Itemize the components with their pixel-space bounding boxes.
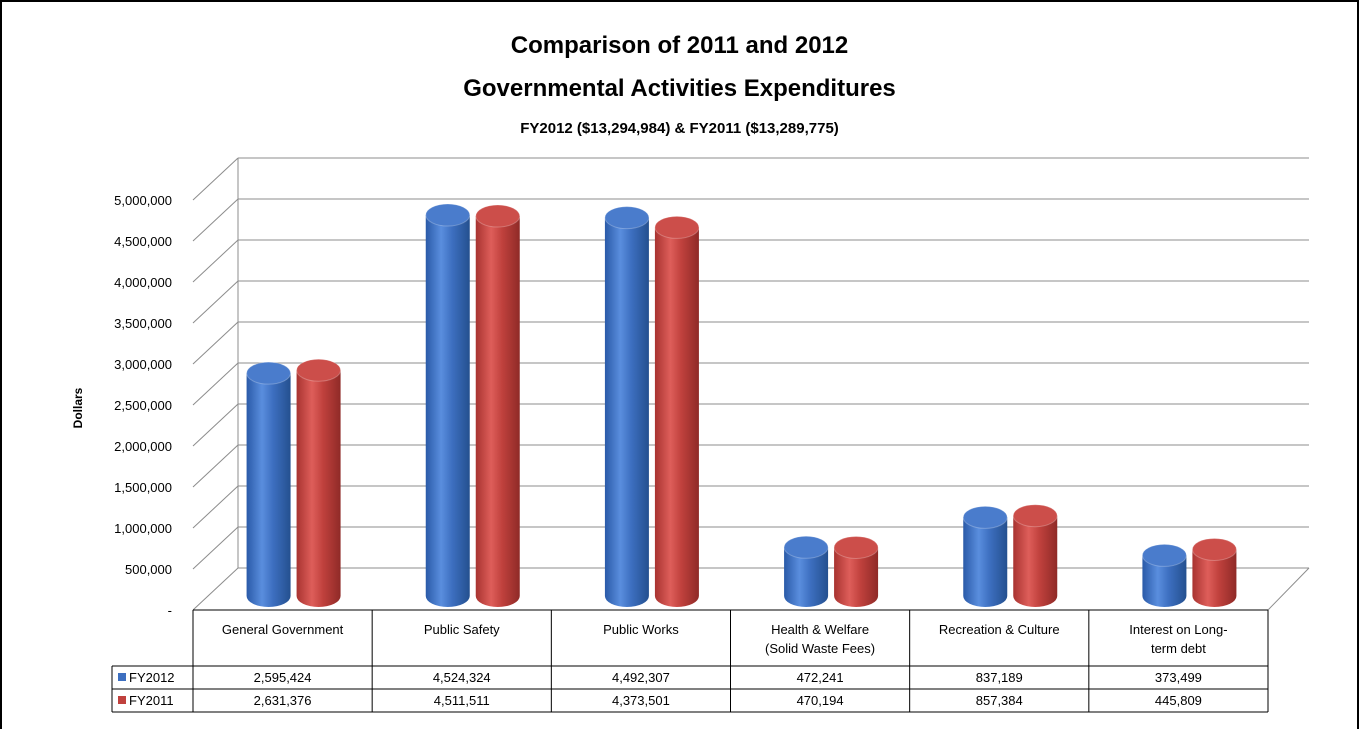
bar-fy2012 [1141, 543, 1187, 607]
side-gridline [192, 321, 239, 365]
bar-body [246, 373, 291, 607]
bar-top [246, 361, 292, 385]
data-label: 470,194 [797, 693, 844, 708]
data-label: 4,511,511 [434, 693, 490, 708]
data-label: 4,524,324 [433, 670, 491, 685]
bar-body [963, 517, 1008, 607]
side-gridline [192, 280, 239, 324]
y-tick-label: 2,000,000 [114, 439, 172, 454]
data-label: 373,499 [1155, 670, 1202, 685]
bar-body [475, 216, 520, 607]
floor-right-edge [1267, 567, 1310, 611]
bar-fy2011 [296, 358, 342, 607]
chart-subtitle: FY2012 ($13,294,984) & FY2011 ($13,289,7… [520, 120, 839, 137]
bars-layer [246, 203, 1237, 607]
legend-swatch [118, 673, 126, 681]
side-gridline [192, 485, 239, 529]
grid-layer [192, 157, 1310, 611]
bar-body [604, 217, 649, 607]
side-gridline [192, 157, 239, 201]
bar-body [784, 547, 829, 607]
bar-top [1012, 504, 1058, 528]
category-label: Interest on Long- [1129, 622, 1227, 637]
bar-fy2011 [654, 215, 700, 607]
side-gridline [192, 403, 239, 447]
bar-fy2012 [783, 535, 829, 607]
y-tick-label: 1,000,000 [114, 521, 172, 536]
category-label: Public Works [603, 622, 679, 637]
y-tick-label: - [168, 603, 172, 618]
bar-fy2011 [1012, 504, 1058, 607]
bar-fy2012 [425, 203, 471, 607]
side-gridline [192, 444, 239, 488]
legend-label: FY2011 [129, 693, 174, 708]
bar-top [783, 535, 829, 559]
legend-swatch [118, 696, 126, 704]
bar-fy2011 [475, 204, 521, 607]
data-label: 837,189 [976, 670, 1023, 685]
bar-fy2012 [246, 361, 292, 607]
y-tick-label: 1,500,000 [114, 480, 172, 495]
y-tick-label: 4,000,000 [114, 275, 172, 290]
data-label: 2,595,424 [254, 670, 312, 685]
y-tick-label: 5,000,000 [114, 193, 172, 208]
bar-fy2012 [604, 206, 650, 607]
bar-top [1141, 543, 1187, 567]
bar-body [1142, 555, 1187, 607]
y-tick-label: 4,500,000 [114, 234, 172, 249]
category-label: term debt [1151, 641, 1206, 656]
bar-top [1191, 537, 1237, 561]
bar-body [1013, 515, 1058, 607]
chart-title: Comparison of 2011 and 2012 [510, 32, 849, 59]
data-label: 4,373,501 [612, 693, 670, 708]
data-label: 472,241 [797, 670, 844, 685]
y-tick-label: 2,500,000 [114, 398, 172, 413]
bar-top [425, 203, 471, 227]
data-label: 2,631,376 [254, 693, 312, 708]
bar-top [296, 358, 342, 382]
bar-fy2012 [962, 505, 1008, 607]
data-label: 4,492,307 [612, 670, 670, 685]
bar-body [654, 227, 699, 607]
bar-top [962, 505, 1008, 529]
category-label: General Government [222, 622, 344, 637]
y-axis: - 500,000 1,000,000 1,500,000 2,000,000 2,500… [114, 193, 172, 618]
bar-fy2011 [833, 535, 879, 607]
y-axis-label: Dollars [71, 387, 85, 428]
bar-body [425, 215, 470, 607]
bar-fy2011 [1191, 537, 1237, 607]
bar-body [1192, 549, 1237, 607]
category-label: Public Safety [424, 622, 500, 637]
side-gridline [192, 198, 239, 242]
category-label: (Solid Waste Fees) [765, 641, 875, 656]
data-label: 445,809 [1155, 693, 1202, 708]
bar-top [833, 535, 879, 559]
chart-title-line2: Governmental Activities Expenditures [463, 75, 896, 102]
bar-body [296, 370, 341, 607]
bar-top [475, 204, 521, 228]
bar-top [654, 215, 700, 239]
bar-body [834, 547, 879, 607]
legend-label: FY2012 [129, 670, 175, 685]
side-gridline [192, 526, 239, 570]
category-label: Recreation & Culture [939, 622, 1060, 637]
category-label: Health & Welfare [771, 622, 869, 637]
y-tick-label: 500,000 [125, 562, 172, 577]
side-gridline [192, 362, 239, 406]
y-tick-label: 3,500,000 [114, 316, 172, 331]
data-table: General Government Public Safety Public Wo… [111, 609, 1269, 713]
side-gridline [192, 567, 239, 611]
y-tick-label: 3,000,000 [114, 357, 172, 372]
bar-top [604, 206, 650, 230]
side-gridline [192, 239, 239, 283]
data-label: 857,384 [976, 693, 1023, 708]
